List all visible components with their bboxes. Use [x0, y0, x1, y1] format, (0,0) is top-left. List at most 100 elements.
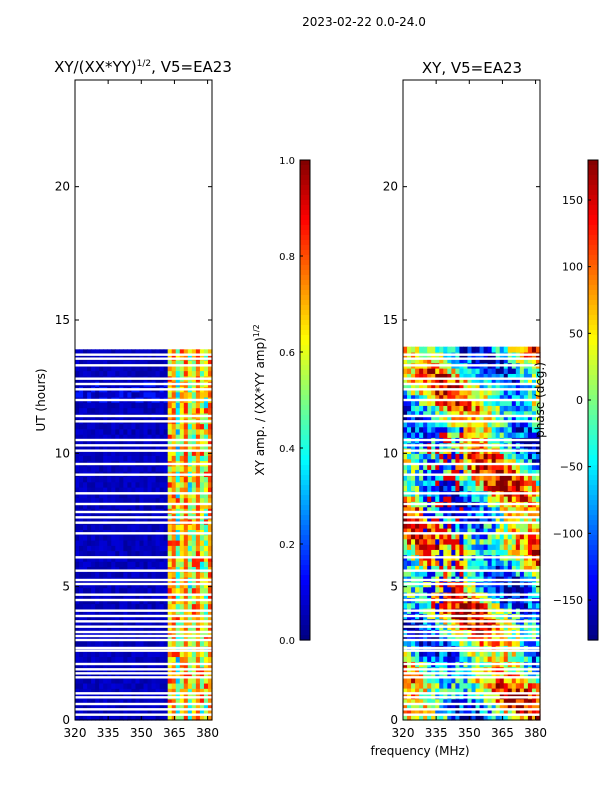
heatmap-cell — [192, 524, 197, 530]
heatmap-cell — [439, 683, 444, 689]
heatmap-cell — [119, 487, 124, 493]
heatmap-cell — [180, 535, 185, 541]
heatmap-cell — [443, 427, 448, 433]
heatmap-cell — [188, 604, 193, 610]
heatmap-cell — [103, 588, 108, 594]
heatmap-cell — [455, 560, 460, 566]
heatmap-cell — [484, 539, 489, 545]
heatmap-cell — [500, 405, 505, 411]
heatmap-cell — [139, 651, 144, 657]
heatmap-cell — [160, 487, 165, 493]
heatmap-cell — [431, 368, 436, 374]
heatmap-cell — [164, 429, 169, 435]
heatmap-cell — [75, 371, 80, 377]
heatmap-cell — [91, 561, 96, 567]
heatmap-cell — [188, 656, 193, 662]
heatmap-cell — [407, 480, 412, 486]
heatmap-cell — [459, 587, 464, 593]
heatmap-cell — [496, 603, 501, 609]
heatmap-cell — [119, 476, 124, 482]
heatmap-cell — [463, 347, 468, 353]
heatmap-cell — [484, 544, 489, 550]
x-tick-label: 335 — [97, 726, 120, 740]
heatmap-cell — [79, 641, 84, 647]
heatmap-cell — [135, 476, 140, 482]
colorbar-segment — [300, 410, 310, 416]
heatmap-cell — [91, 487, 96, 493]
heatmap-cell — [455, 368, 460, 374]
heatmap-cell — [139, 408, 144, 414]
heatmap-cell — [115, 498, 120, 504]
heatmap-cell — [528, 683, 533, 689]
heatmap-cell — [528, 587, 533, 593]
heatmap-cell — [196, 498, 201, 504]
heatmap-cell — [204, 371, 209, 377]
heatmap-cell — [123, 572, 128, 578]
heatmap-cell — [504, 539, 509, 545]
heatmap-cell — [459, 496, 464, 502]
heatmap-cell — [111, 551, 116, 557]
heatmap-cell — [164, 482, 169, 488]
heatmap-cell — [148, 371, 153, 377]
heatmap-cell — [148, 402, 153, 408]
heatmap-cell — [152, 604, 157, 610]
heatmap-cell — [123, 651, 128, 657]
heatmap-cell — [156, 545, 161, 551]
heatmap-cell — [83, 371, 88, 377]
heatmap-cell — [451, 587, 456, 593]
heatmap-cell — [508, 587, 513, 593]
heatmap-cell — [139, 588, 144, 594]
heatmap-cell — [423, 427, 428, 433]
heatmap-cell — [123, 551, 128, 557]
heatmap-cell — [443, 480, 448, 486]
heatmap-cell — [115, 641, 120, 647]
heatmap-cell — [111, 545, 116, 551]
heatmap-cell — [172, 641, 177, 647]
heatmap-cell — [172, 476, 177, 482]
heatmap-cell — [172, 572, 177, 578]
heatmap-cell — [99, 641, 104, 647]
heatmap-cell — [204, 641, 209, 647]
colorbar-segment — [300, 340, 310, 346]
heatmap-cell — [95, 482, 100, 488]
heatmap-cell — [532, 453, 537, 459]
heatmap-cell — [87, 392, 92, 398]
heatmap-cell — [443, 656, 448, 662]
heatmap-cell — [131, 545, 136, 551]
heatmap-cell — [516, 453, 521, 459]
heatmap-cell — [439, 480, 444, 486]
heatmap-cell — [127, 466, 132, 472]
heatmap-cell — [119, 561, 124, 567]
heatmap-cell — [415, 560, 420, 566]
heatmap-cell — [176, 524, 181, 530]
heatmap-cell — [135, 551, 140, 557]
colorbar-segment — [300, 550, 310, 556]
heatmap-cell — [79, 482, 84, 488]
heatmap-cell — [75, 683, 80, 689]
heatmap-cell — [435, 405, 440, 411]
heatmap-cell — [512, 603, 517, 609]
heatmap-cell — [176, 408, 181, 414]
heatmap-cell — [407, 587, 412, 593]
heatmap-cell — [512, 539, 517, 545]
heatmap-cell — [75, 392, 80, 398]
heatmap-cell — [188, 540, 193, 546]
heatmap-cell — [488, 544, 493, 550]
amplitude-panel-title: XY/(XX*YY)1/2, V5=EA23 — [54, 58, 232, 76]
x-tick-label: 320 — [64, 726, 87, 740]
heatmap-cell — [156, 683, 161, 689]
heatmap-cell — [204, 455, 209, 461]
flagged-row — [403, 639, 540, 641]
heatmap-cell — [415, 603, 420, 609]
heatmap-cell — [91, 392, 96, 398]
heatmap-cell — [111, 561, 116, 567]
heatmap-cell — [492, 485, 497, 491]
heatmap-cell — [451, 539, 456, 545]
heatmap-cell — [516, 432, 521, 438]
heatmap-cell — [164, 656, 169, 662]
heatmap-cell — [168, 588, 173, 594]
heatmap-cell — [492, 539, 497, 545]
heatmap-cell — [111, 402, 116, 408]
heatmap-cell — [480, 453, 485, 459]
flagged-row — [403, 599, 540, 601]
